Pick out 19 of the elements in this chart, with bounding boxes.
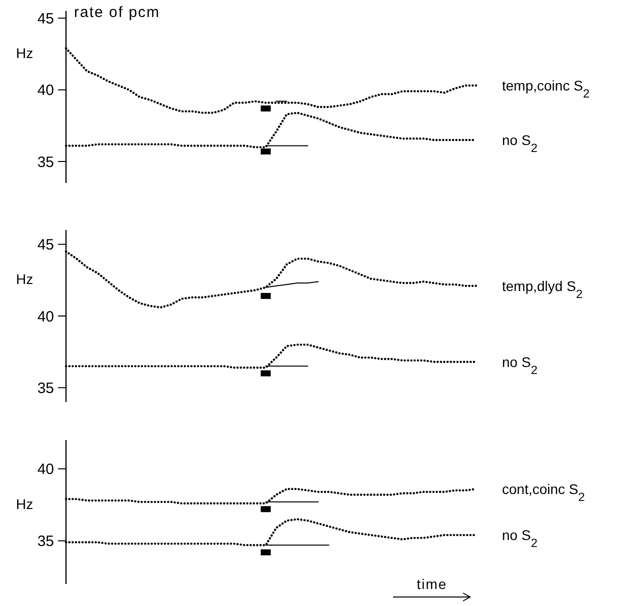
y-axis-title: Hz	[16, 496, 34, 512]
y-tick-label: 35	[37, 380, 54, 397]
y-axis-title: Hz	[16, 45, 34, 61]
series-label: no S$_{2}$	[502, 527, 538, 550]
y-tick-label: 40	[37, 461, 54, 478]
series-label: cont,coinc S$_{2}$	[502, 480, 586, 504]
series-label: temp,coinc S$_{2}$	[502, 78, 590, 101]
x-axis-title: time	[416, 576, 448, 592]
y-tick-label: 40	[37, 308, 54, 326]
series-label: no S$_{2}$	[502, 132, 538, 155]
series-label: temp,dlyd S$_{2}$	[502, 278, 583, 301]
y-tick-label: 45	[37, 236, 54, 254]
y-tick-label: 35	[37, 154, 54, 171]
chart-title: rate of pcm	[74, 4, 160, 21]
y-tick-label: 45	[37, 10, 54, 28]
series-label: no S$_{2}$	[502, 354, 538, 377]
y-tick-label: 40	[37, 82, 54, 100]
y-tick-label: 35	[37, 533, 54, 550]
y-axis-title: Hz	[16, 271, 34, 288]
